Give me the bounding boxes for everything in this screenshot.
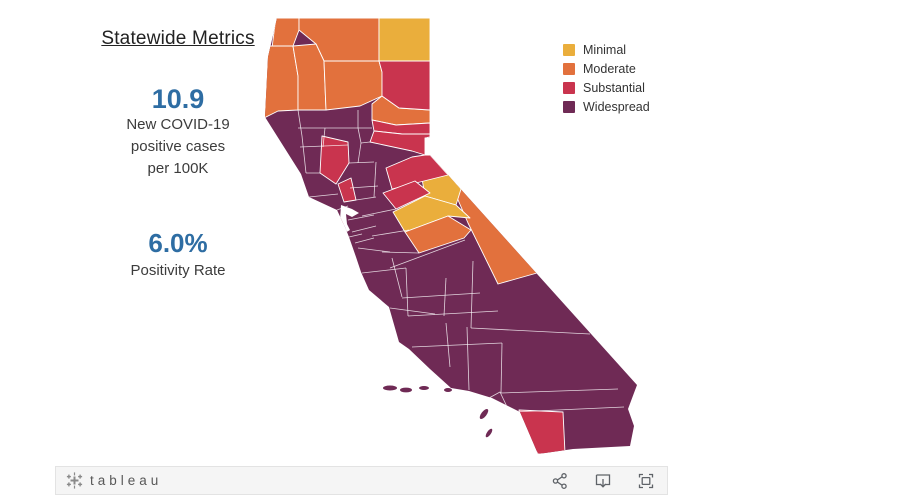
legend-item-moderate[interactable]: Moderate [563,59,650,78]
tableau-mark-icon [66,472,83,489]
cases-per-100k-label: New COVID-19 positive cases per 100K [126,116,230,177]
legend-item-minimal[interactable]: Minimal [563,40,650,59]
county-mariposa[interactable] [404,215,472,254]
channel-islands[interactable] [383,385,494,439]
share-icon[interactable] [549,470,571,492]
cases-per-100k-value: 10.9 [151,84,205,114]
legend-item-widespread[interactable]: Widespread [563,97,650,116]
legend-label: Minimal [583,42,627,57]
tableau-toolbar: tableau [55,466,668,495]
download-icon[interactable] [592,470,614,492]
county-border-lines [297,109,625,413]
toolbar-actions [549,470,657,492]
county-san-diego[interactable] [518,409,566,454]
positivity-rate-label: Positivity Rate [130,262,226,279]
minimal-swatch-icon [563,43,575,56]
page-title: Statewide Metrics [101,28,255,49]
county-el-dorado[interactable] [385,154,449,190]
sf-bay-water [340,205,359,233]
moderate-swatch-icon [563,62,575,75]
county-modoc[interactable] [378,18,431,62]
tableau-logo[interactable]: tableau [66,472,162,489]
tier-legend: Minimal Moderate Substantial Widespread [563,40,650,116]
county-lake[interactable] [319,135,350,185]
positivity-rate-value: 6.0% [148,228,208,258]
california-tier-map[interactable] [262,16,662,458]
california-map-svg [262,18,637,454]
tableau-wordmark: tableau [90,473,163,488]
county-calaveras[interactable] [382,180,431,210]
county-lassen[interactable] [378,60,431,111]
widespread-swatch-icon [563,100,575,113]
legend-label: Widespread [583,99,650,114]
county-nevada[interactable] [369,130,431,156]
county-humboldt[interactable] [262,45,299,121]
legend-label: Substantial [583,80,645,95]
legend-label: Moderate [583,61,636,76]
substantial-swatch-icon [563,81,575,94]
county-trinity[interactable] [292,43,327,111]
fullscreen-icon[interactable] [635,470,657,492]
legend-item-substantial[interactable]: Substantial [563,78,650,97]
